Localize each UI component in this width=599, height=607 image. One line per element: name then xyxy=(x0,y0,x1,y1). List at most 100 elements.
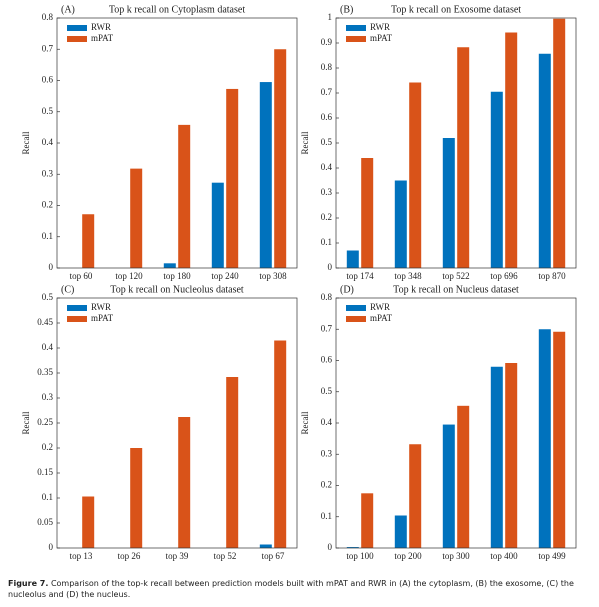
legend-label: RWR xyxy=(370,302,390,312)
y-tick-label: 0.25 xyxy=(37,417,53,427)
bar xyxy=(457,405,470,548)
bar xyxy=(178,417,191,548)
bar xyxy=(394,180,407,268)
y-tick-label: 0.7 xyxy=(321,87,333,97)
x-tick-label: top 696 xyxy=(490,271,518,281)
y-tick-label: 0.5 xyxy=(321,386,333,396)
x-tick-label: top 348 xyxy=(394,271,422,281)
y-tick-label: 0.7 xyxy=(321,323,333,333)
y-tick-label: 0 xyxy=(49,262,54,272)
bar xyxy=(226,377,239,548)
y-tick-label: 0.4 xyxy=(321,417,333,427)
bar xyxy=(442,424,455,548)
bar xyxy=(505,363,518,548)
bar xyxy=(178,124,191,268)
legend-label: RWR xyxy=(91,22,111,32)
bar xyxy=(274,49,287,268)
y-tick-label: 0.3 xyxy=(42,168,54,178)
x-tick-label: top 300 xyxy=(442,551,470,561)
legend-swatch xyxy=(67,36,87,42)
figure: 0 0.1 0.2 0.3 0.4 0.5 0.6 0.7 0.8 top 60 top 120 to… xyxy=(21,4,577,561)
y-axis-label: Recall xyxy=(21,411,31,434)
y-tick-label: 0.2 xyxy=(42,442,53,452)
y-axis-label: Recall xyxy=(300,131,310,154)
bar xyxy=(394,515,407,548)
y-tick-label: 0.6 xyxy=(321,355,333,365)
x-tick-label: top 308 xyxy=(259,271,287,281)
panel-label: (B) xyxy=(340,4,353,15)
y-tick-label: 0.4 xyxy=(42,342,54,352)
panel-label: (D) xyxy=(340,284,354,295)
legend-label: mPAT xyxy=(91,33,114,43)
bar xyxy=(442,138,455,268)
y-tick-label: 0.3 xyxy=(42,392,54,402)
x-tick-label: top 39 xyxy=(166,551,189,561)
y-tick-label: 0.35 xyxy=(37,367,53,377)
y-tick-label: 0.8 xyxy=(42,12,54,22)
y-tick-label: 0.8 xyxy=(321,292,333,302)
legend-label: RWR xyxy=(370,22,390,32)
caption-text: Comparison of the top-k recall between p… xyxy=(8,579,574,599)
x-tick-label: top 200 xyxy=(394,551,422,561)
legend-label: RWR xyxy=(91,302,111,312)
legend-swatch xyxy=(346,36,366,42)
legend-label: mPAT xyxy=(370,313,393,323)
x-tick-label: top 52 xyxy=(214,551,237,561)
bar xyxy=(259,544,272,548)
bar xyxy=(538,53,551,268)
legend-swatch xyxy=(67,25,87,31)
x-tick-label: top 67 xyxy=(262,551,285,561)
caption: Figure 7. Comparison of the top-k recall… xyxy=(8,578,593,600)
x-tick-label: top 240 xyxy=(211,271,239,281)
chart-title: Top k recall on Exosome dataset xyxy=(391,4,521,15)
y-tick-label: 0.9 xyxy=(321,37,333,47)
y-tick-label: 0 xyxy=(328,542,333,552)
bar xyxy=(226,88,239,268)
bar xyxy=(409,82,422,268)
x-tick-label: top 26 xyxy=(118,551,141,561)
chart-title: Top k recall on Nucleolus dataset xyxy=(110,284,244,295)
y-tick-label: 0.5 xyxy=(321,137,333,147)
bar xyxy=(274,340,287,548)
y-tick-label: 0.1 xyxy=(42,231,53,241)
bar xyxy=(259,82,272,268)
x-tick-label: top 400 xyxy=(490,551,518,561)
y-axis-label: Recall xyxy=(21,131,31,154)
caption-label: Figure 7. xyxy=(8,579,49,588)
y-tick-label: 0.1 xyxy=(321,237,332,247)
bar xyxy=(346,547,359,548)
y-tick-label: 0 xyxy=(49,542,54,552)
x-tick-label: top 60 xyxy=(70,271,93,281)
legend-label: mPAT xyxy=(370,33,393,43)
y-tick-label: 0.5 xyxy=(42,292,54,302)
y-tick-label: 0.2 xyxy=(321,212,332,222)
panel-label: (A) xyxy=(61,4,75,15)
bar xyxy=(361,158,374,268)
x-tick-label: top 499 xyxy=(538,551,566,561)
x-tick-label: top 522 xyxy=(442,271,469,281)
bar xyxy=(538,329,551,548)
y-tick-label: 0.3 xyxy=(321,448,333,458)
chart-title: Top k recall on Nucleus dataset xyxy=(393,284,519,295)
y-tick-label: 0.6 xyxy=(321,112,333,122)
y-tick-label: 0.1 xyxy=(42,492,53,502)
legend-swatch xyxy=(346,25,366,31)
bar xyxy=(82,496,95,548)
bar xyxy=(211,182,224,268)
bar xyxy=(130,168,143,268)
bar xyxy=(457,47,470,268)
bar xyxy=(553,331,566,548)
y-tick-label: 0.15 xyxy=(37,467,53,477)
bar xyxy=(346,250,359,268)
y-tick-label: 0.5 xyxy=(42,106,54,116)
x-tick-label: top 13 xyxy=(70,551,93,561)
y-tick-label: 0.7 xyxy=(42,43,54,53)
y-tick-label: 0.6 xyxy=(42,75,54,85)
y-tick-label: 0.45 xyxy=(37,317,53,327)
bar xyxy=(505,32,518,268)
bar xyxy=(82,214,95,268)
bar xyxy=(130,448,143,548)
y-tick-label: 0.8 xyxy=(321,62,333,72)
bar xyxy=(490,366,503,548)
